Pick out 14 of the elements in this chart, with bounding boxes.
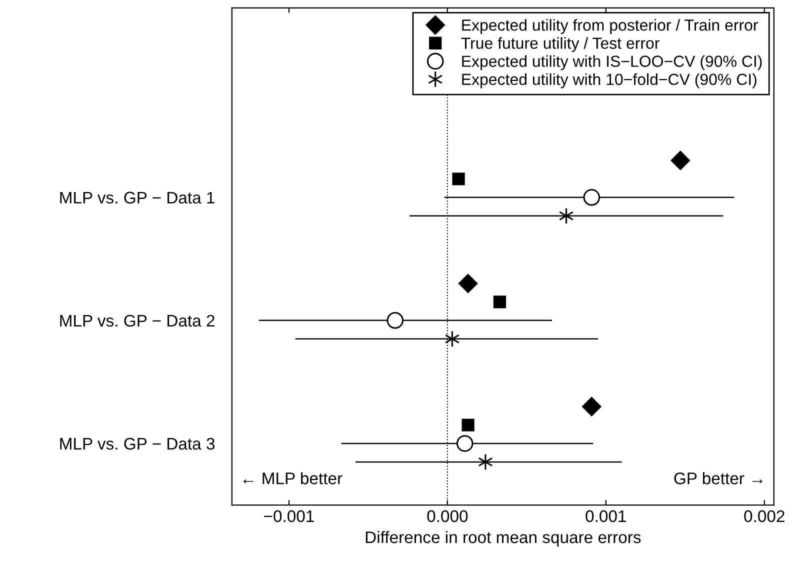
legend-label: Expected utility with IS−LOO−CV (90% CI) bbox=[462, 55, 762, 70]
legend-label: Expected utility from posterior / Train error bbox=[462, 19, 758, 34]
legend-label: Expected utility with 10−fold−CV (90% CI) bbox=[462, 73, 756, 88]
y-tick-label: MLP vs. GP − Data 2 bbox=[60, 314, 214, 327]
x-axis-title: Difference in root mean square errors bbox=[366, 530, 641, 546]
x-tick-label: −0.001 bbox=[264, 510, 314, 522]
x-tick-label: 0.002 bbox=[744, 510, 784, 522]
annotation: GP better → bbox=[674, 472, 762, 484]
legend-label: True future utility / Test error bbox=[461, 37, 660, 52]
annotation: ← MLP better bbox=[243, 472, 342, 484]
x-tick-label: 0.001 bbox=[586, 510, 626, 522]
x-tick-label: 0.000 bbox=[427, 510, 468, 522]
y-tick-label: MLP vs. GP − Data 1 bbox=[60, 192, 214, 204]
y-tick-label: MLP vs. GP − Data 3 bbox=[60, 438, 215, 450]
